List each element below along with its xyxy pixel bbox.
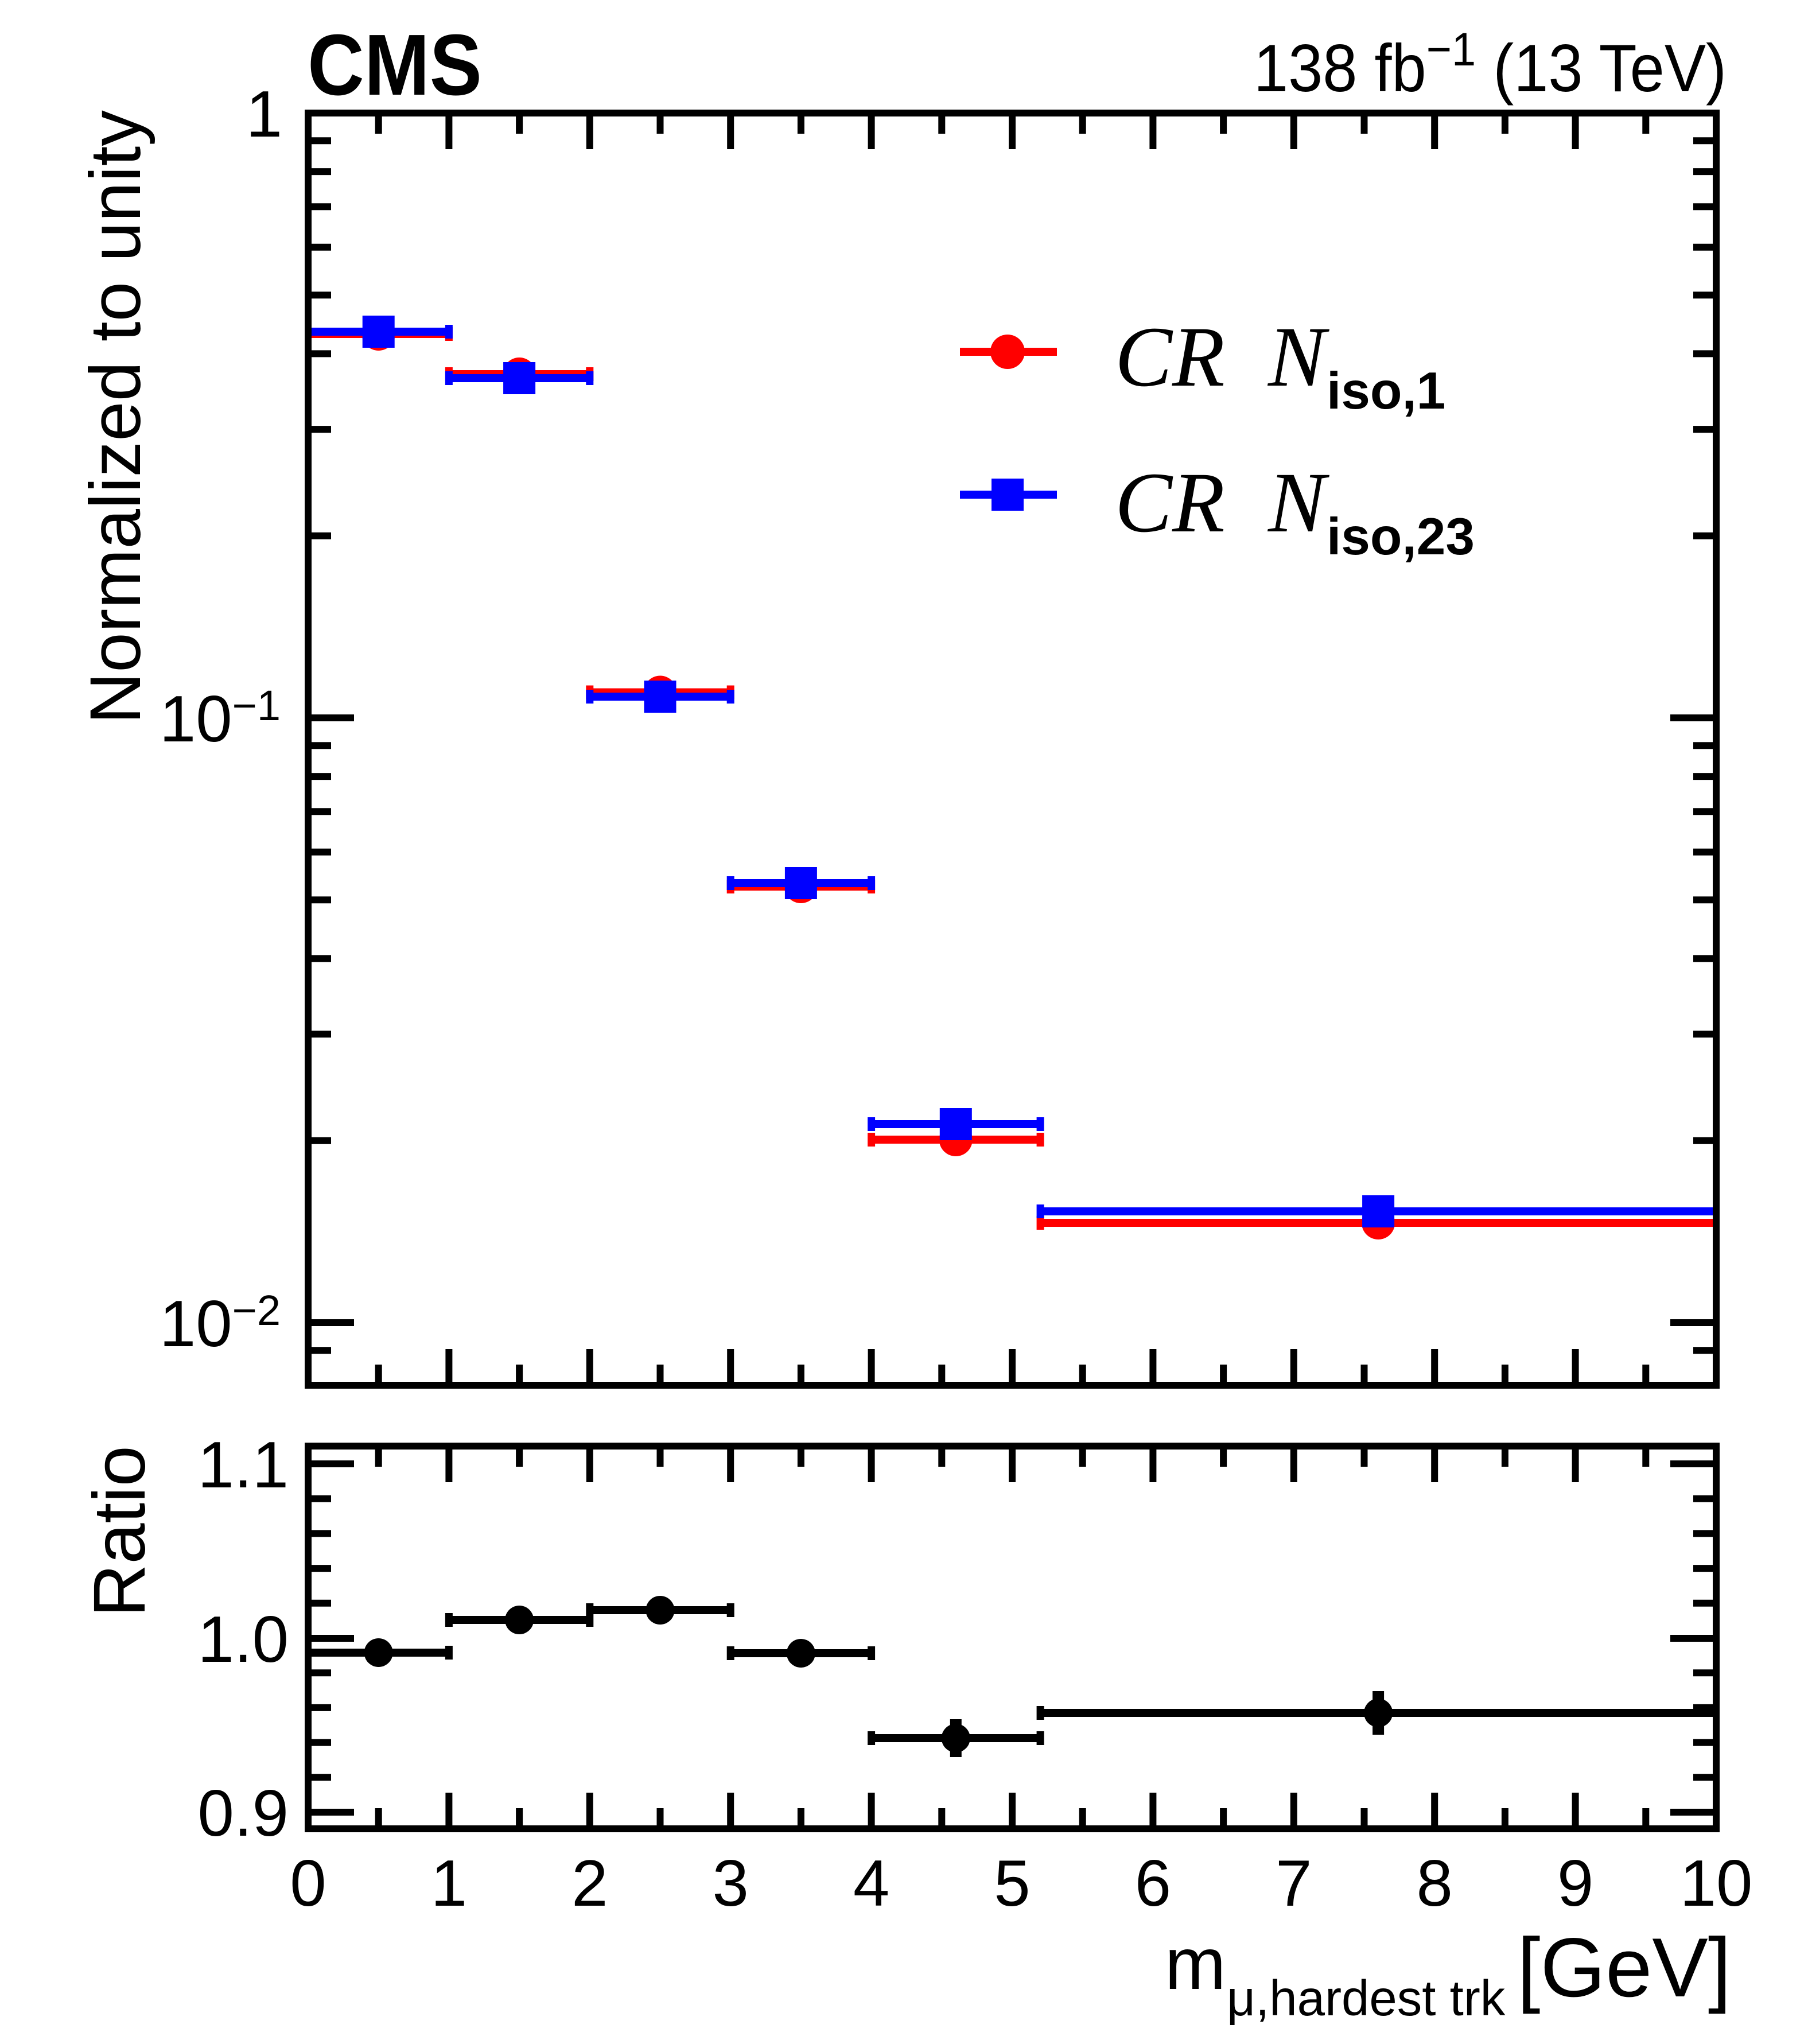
svg-text:m: m bbox=[1165, 1923, 1226, 2005]
svg-text:N: N bbox=[1267, 455, 1329, 550]
svg-text:μ,hardest trk: μ,hardest trk bbox=[1227, 1971, 1506, 2026]
svg-text:6: 6 bbox=[1135, 1847, 1171, 1920]
svg-text:1: 1 bbox=[431, 1847, 467, 1920]
svg-text:CMS: CMS bbox=[308, 16, 482, 113]
svg-text:0.9: 0.9 bbox=[198, 1777, 289, 1850]
svg-text:CR: CR bbox=[1115, 455, 1225, 550]
svg-text:Ratio: Ratio bbox=[79, 1445, 161, 1617]
svg-text:10: 10 bbox=[1680, 1847, 1753, 1920]
svg-text:3: 3 bbox=[712, 1847, 748, 1920]
svg-text:1.1: 1.1 bbox=[198, 1429, 289, 1502]
svg-text:5: 5 bbox=[994, 1847, 1030, 1920]
svg-text:iso,23: iso,23 bbox=[1327, 508, 1475, 566]
svg-text:10−1: 10−1 bbox=[160, 682, 281, 756]
svg-text:2: 2 bbox=[571, 1847, 608, 1920]
svg-text:138 fb−1 (13 TeV): 138 fb−1 (13 TeV) bbox=[1254, 24, 1727, 106]
svg-text:8: 8 bbox=[1416, 1847, 1452, 1920]
svg-text:iso,1: iso,1 bbox=[1327, 362, 1445, 420]
svg-text:9: 9 bbox=[1557, 1847, 1593, 1920]
svg-text:CR: CR bbox=[1115, 309, 1225, 405]
svg-text:0: 0 bbox=[290, 1847, 326, 1920]
svg-text:1.0: 1.0 bbox=[198, 1603, 289, 1676]
svg-text:[GeV]: [GeV] bbox=[1517, 1921, 1731, 2014]
svg-text:4: 4 bbox=[853, 1847, 889, 1920]
svg-text:Normalized to unity: Normalized to unity bbox=[76, 110, 155, 724]
svg-text:N: N bbox=[1267, 309, 1329, 405]
svg-text:1: 1 bbox=[246, 78, 282, 151]
svg-text:7: 7 bbox=[1276, 1847, 1312, 1920]
